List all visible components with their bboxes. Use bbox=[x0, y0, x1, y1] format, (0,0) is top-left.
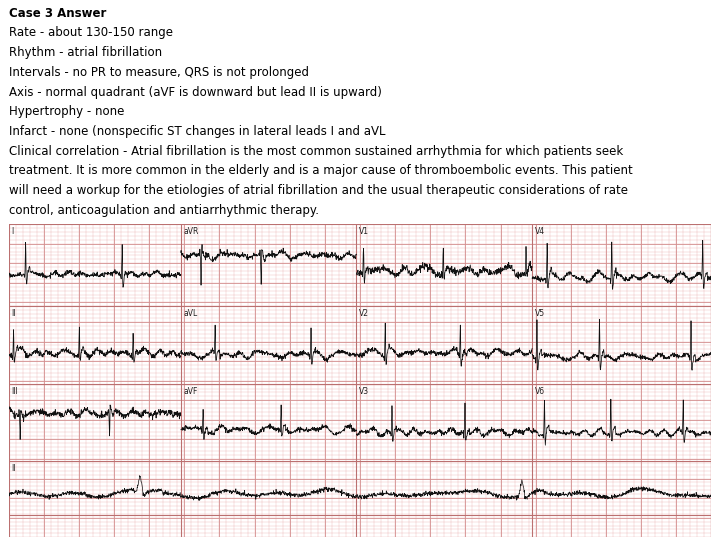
Text: V6: V6 bbox=[535, 387, 545, 396]
Text: V2: V2 bbox=[359, 309, 369, 318]
Text: V5: V5 bbox=[535, 309, 545, 318]
Text: aVR: aVR bbox=[184, 227, 199, 236]
Text: Rhythm - atrial fibrillation: Rhythm - atrial fibrillation bbox=[9, 46, 162, 59]
Text: Clinical correlation - Atrial fibrillation is the most common sustained arrhythm: Clinical correlation - Atrial fibrillati… bbox=[9, 145, 623, 158]
Text: Hypertrophy - none: Hypertrophy - none bbox=[9, 105, 124, 118]
Text: aVF: aVF bbox=[184, 387, 198, 396]
Text: Infarct - none (nonspecific ST changes in lateral leads I and aVL: Infarct - none (nonspecific ST changes i… bbox=[9, 125, 385, 138]
Text: Intervals - no PR to measure, QRS is not prolonged: Intervals - no PR to measure, QRS is not… bbox=[9, 66, 309, 79]
Text: I: I bbox=[12, 227, 14, 236]
Text: will need a workup for the etiologies of atrial fibrillation and the usual thera: will need a workup for the etiologies of… bbox=[9, 184, 628, 197]
Text: II: II bbox=[12, 309, 16, 318]
Text: V4: V4 bbox=[535, 227, 545, 236]
Text: Case 3 Answer: Case 3 Answer bbox=[9, 6, 106, 20]
Text: treatment. It is more common in the elderly and is a major cause of thromboembol: treatment. It is more common in the elde… bbox=[9, 165, 632, 178]
Text: aVL: aVL bbox=[184, 309, 198, 318]
Text: Axis - normal quadrant (aVF is downward but lead II is upward): Axis - normal quadrant (aVF is downward … bbox=[9, 86, 382, 99]
Text: V1: V1 bbox=[359, 227, 369, 236]
Text: control, anticoagulation and antiarrhythmic therapy.: control, anticoagulation and antiarrhyth… bbox=[9, 204, 319, 217]
Text: II: II bbox=[12, 464, 16, 472]
Text: Rate - about 130-150 range: Rate - about 130-150 range bbox=[9, 26, 173, 39]
Text: III: III bbox=[12, 387, 18, 396]
Text: V3: V3 bbox=[359, 387, 369, 396]
